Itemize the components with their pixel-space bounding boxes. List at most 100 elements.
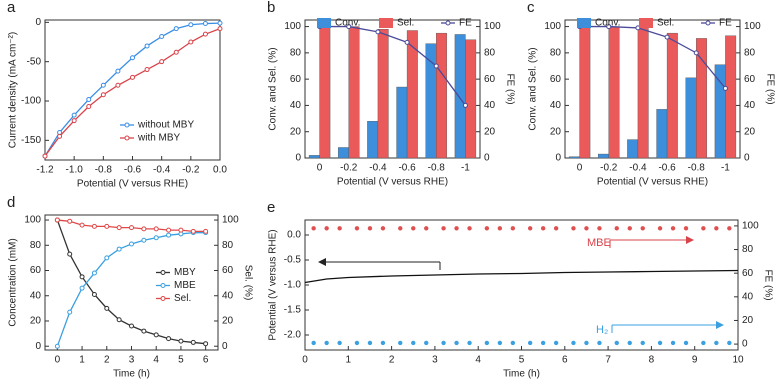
point	[141, 226, 147, 232]
y2-tick-label: 40	[222, 290, 234, 301]
point	[67, 218, 73, 224]
point	[190, 339, 196, 345]
point	[462, 102, 468, 108]
x-tick-label: -0.6	[658, 163, 676, 174]
bar	[637, 26, 649, 159]
point	[693, 50, 699, 56]
point	[91, 223, 97, 229]
point	[54, 217, 60, 223]
bar	[579, 26, 591, 159]
point	[727, 226, 732, 231]
point	[657, 226, 663, 231]
bar	[685, 77, 697, 159]
x-axis-label: Potential (V versus RHE)	[337, 177, 448, 188]
x-tick-label: 5	[519, 355, 525, 366]
panel-label: a	[7, 0, 16, 16]
point	[153, 332, 159, 338]
legend-label: Sel.	[397, 18, 414, 29]
y2-axis-label: FE (%)	[764, 73, 775, 104]
y2-tick-label: 80	[222, 240, 234, 251]
point	[190, 228, 196, 234]
point	[159, 34, 165, 40]
point	[354, 340, 360, 346]
y-tick-label: 60	[290, 74, 302, 85]
point	[202, 21, 208, 27]
x-tick-label: -0.8	[95, 165, 113, 176]
x-tick-label: 4	[475, 355, 481, 366]
point	[129, 225, 134, 231]
point	[173, 26, 179, 32]
y-tick-label: 100	[24, 215, 41, 226]
x-tick-label: -0.6	[398, 163, 416, 174]
y-axis-label: Potential (V versus RHE)	[268, 229, 279, 340]
point	[527, 340, 533, 346]
legend-label: with MBY	[137, 133, 181, 144]
series-line	[304, 269, 739, 284]
x-tick-label: 9	[692, 355, 698, 366]
y2-axis-label: FE (%)	[762, 269, 773, 300]
point	[79, 222, 85, 228]
series-line	[44, 28, 221, 157]
point	[42, 153, 48, 159]
point	[203, 228, 209, 234]
point	[424, 226, 429, 231]
point	[79, 285, 85, 291]
y2-tick-label: 80	[744, 47, 756, 58]
bar	[396, 86, 408, 159]
point	[701, 340, 706, 346]
plot-frame	[564, 19, 741, 159]
point	[91, 270, 97, 276]
x-tick-label: 3	[129, 355, 135, 366]
legend-swatch	[124, 135, 130, 141]
x-tick-label: -1.0	[66, 165, 84, 176]
bar	[725, 35, 737, 159]
legend-swatch	[160, 283, 166, 288]
legend-label: Sel.	[657, 18, 674, 29]
point	[606, 24, 612, 30]
x-tick-label: -0.6	[124, 165, 142, 176]
bar	[465, 39, 477, 159]
point	[714, 226, 719, 231]
x-tick-label: 2	[104, 355, 110, 366]
y2-tick-label: 0	[744, 153, 750, 164]
x-axis-label: Potential (V versus RHE)	[77, 179, 188, 190]
y-tick-label: 80	[550, 47, 562, 58]
point	[311, 340, 316, 346]
series-line	[44, 22, 221, 157]
point	[337, 226, 342, 231]
bar	[319, 26, 331, 159]
point	[597, 340, 602, 346]
arrow-head	[716, 321, 724, 329]
point	[166, 336, 172, 342]
plot-frame	[304, 219, 739, 351]
bar	[425, 43, 437, 159]
x-tick-label: -0.8	[688, 163, 706, 174]
x-tick-label: -0.2	[340, 163, 358, 174]
point	[203, 341, 209, 347]
x-tick-label: -0.2	[182, 165, 200, 176]
x-tick-label: -1.2	[36, 165, 54, 176]
point	[202, 31, 208, 37]
point	[627, 226, 632, 231]
y-tick-label: 20	[550, 126, 562, 137]
panel-label: b	[267, 0, 275, 16]
y2-tick-label: 100	[222, 215, 239, 226]
annotations: MBE H₂	[318, 236, 724, 336]
point	[130, 55, 135, 61]
legend-swatch	[639, 18, 653, 28]
point	[722, 85, 728, 91]
point	[614, 340, 619, 346]
point	[497, 226, 503, 231]
point	[57, 129, 63, 135]
point	[115, 82, 121, 88]
x-tick-label: 1	[346, 355, 352, 366]
x-tick-label: 10	[732, 355, 744, 366]
point	[144, 43, 150, 49]
y-tick-label: 0	[35, 17, 41, 28]
point	[411, 340, 416, 346]
point	[144, 67, 150, 73]
point	[324, 226, 329, 231]
x-tick-label: -0.4	[153, 165, 171, 176]
point	[398, 226, 403, 231]
point	[441, 340, 446, 346]
